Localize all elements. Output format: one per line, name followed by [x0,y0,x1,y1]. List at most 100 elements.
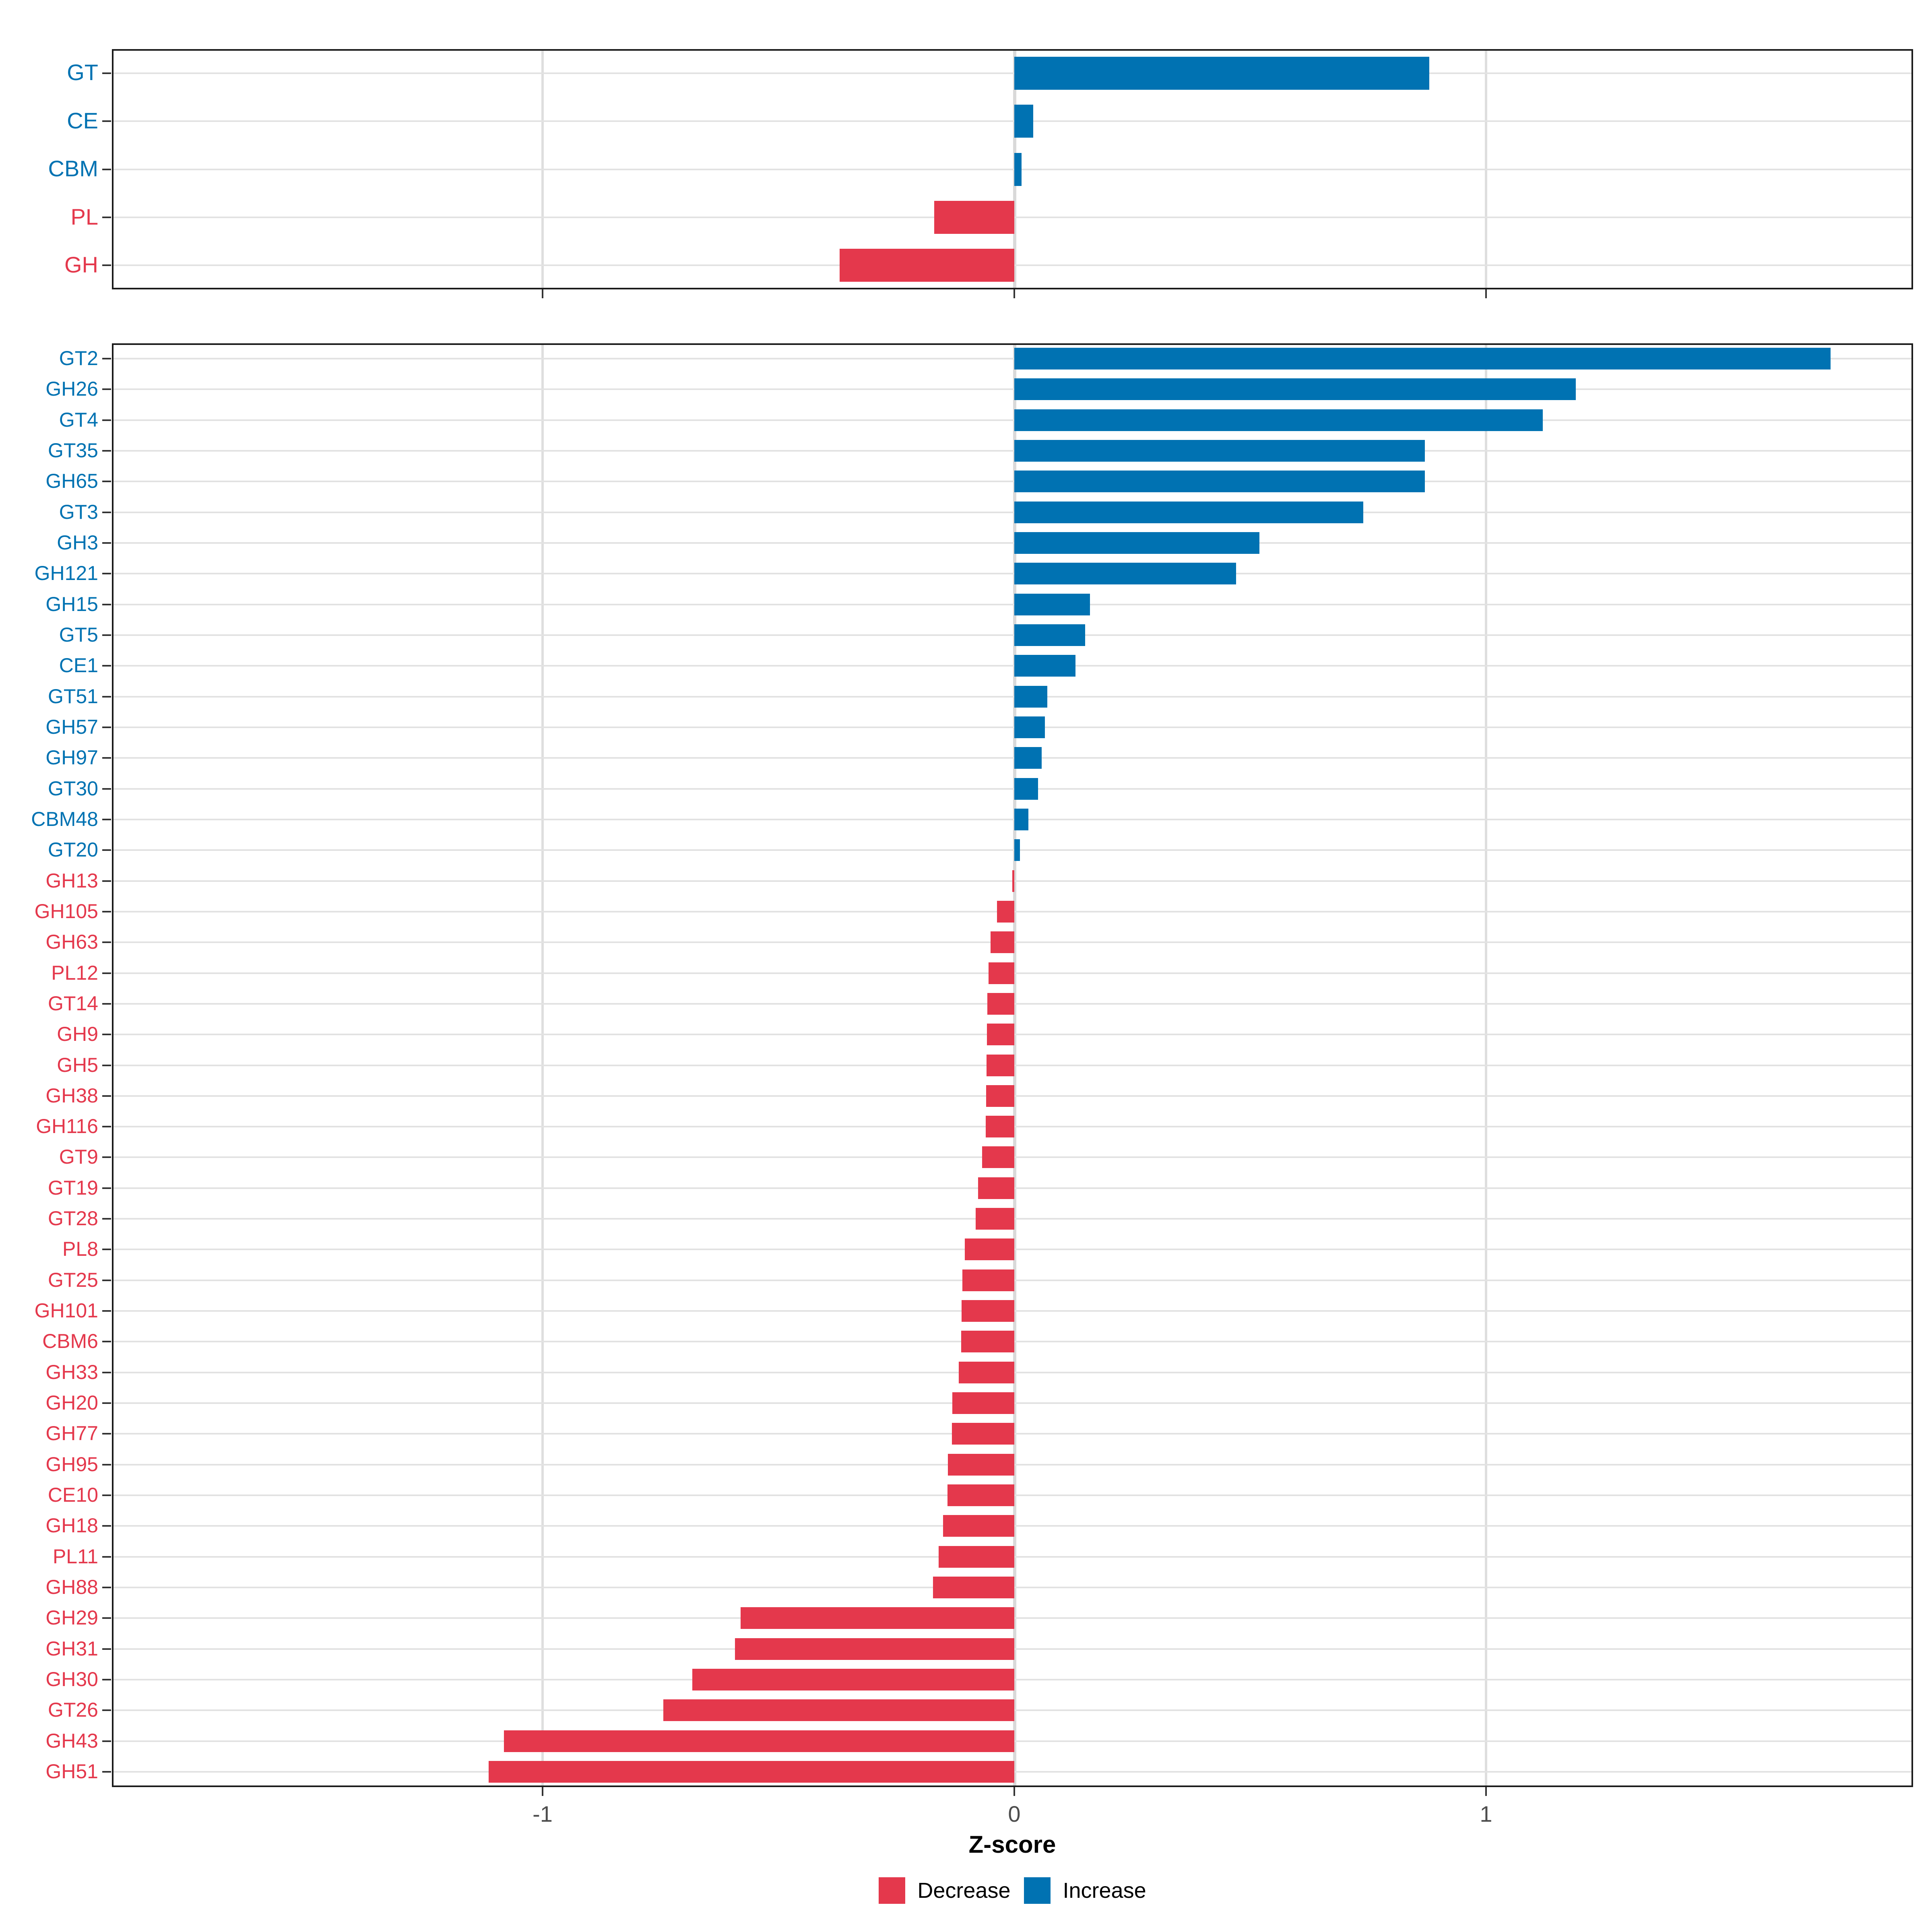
tick-left [102,1187,111,1189]
bar-GT [1014,56,1430,90]
row-label-GT30: GT30 [47,777,98,800]
bar-GH121 [1014,563,1236,585]
tick-left [102,450,111,452]
tick-left [102,1648,111,1650]
bar-GH63 [991,931,1014,954]
tick-left [102,1402,111,1404]
row-label-GT19: GT19 [47,1176,98,1199]
gridline-row [114,542,1911,544]
row-label-GH57: GH57 [45,715,98,738]
row-label-GT35: GT35 [47,439,98,462]
bar-GT5 [1014,624,1085,646]
tick-left [102,120,111,122]
row-label-GH97: GH97 [45,746,98,769]
tick-bottom-0 [1013,1787,1015,1796]
tick-left [102,1064,111,1066]
legend: Decrease Increase [112,1877,1913,1904]
row-label-GT28: GT28 [47,1207,98,1230]
row-label-GT25: GT25 [47,1268,98,1291]
tick-left [102,1740,111,1742]
row-label-GH15: GH15 [45,592,98,615]
tick-left [102,726,111,728]
gridline-row [114,120,1911,122]
tick-left [102,1156,111,1158]
tick-left [102,788,111,790]
row-label-GT2: GT2 [59,347,98,370]
bar-CE10 [947,1484,1014,1506]
tick-left [102,849,111,851]
row-label-GH65: GH65 [45,470,98,493]
row-label-GH43: GH43 [45,1729,98,1752]
row-label-GH38: GH38 [45,1084,98,1107]
row-label-GH51: GH51 [45,1760,98,1783]
bar-GH29 [741,1607,1014,1629]
row-label-CE10: CE10 [47,1483,98,1506]
gridline-row [114,757,1911,759]
gridline-row [114,665,1911,667]
x-axis-title: Z-score [968,1831,1056,1858]
tick-left [102,1003,111,1005]
bar-GH43 [504,1730,1014,1752]
bar-GH97 [1014,747,1042,769]
tick-bottom-1 [1485,1787,1487,1796]
tick-left [102,1586,111,1588]
bar-CBM48 [1014,808,1029,830]
tick-bottom-0 [1013,289,1015,298]
gridline-row [114,168,1911,170]
gridline-row [114,788,1911,790]
tick-left [102,419,111,421]
gridline-row [114,634,1911,636]
gridline-row [114,72,1911,74]
gridline-row [114,450,1911,452]
row-label-PL11: PL11 [52,1545,98,1568]
x-tick-label--1: -1 [533,1801,553,1827]
tick-left [102,1556,111,1558]
bar-GT19 [978,1177,1014,1199]
tick-left [102,168,111,170]
bar-GH65 [1014,471,1425,493]
tick-left [102,72,111,74]
tick-left [102,1279,111,1281]
row-label-GH20: GH20 [45,1391,98,1414]
tick-left [102,1218,111,1220]
bar-GH5 [986,1054,1014,1076]
tick-bottom--1 [542,289,543,298]
gridline-row [114,603,1911,605]
tick-left [102,941,111,943]
row-label-GH: GH [64,252,98,277]
bar-GT14 [987,993,1014,1015]
bar-GT20 [1014,839,1020,861]
bar-CE [1014,105,1033,138]
bar-GH13 [1012,870,1014,892]
bar-GT26 [663,1699,1014,1721]
gridline-row [114,388,1911,390]
legend-item-increase: Increase [1024,1877,1146,1904]
row-label-GT9: GT9 [59,1146,98,1168]
gridline-row [114,726,1911,728]
row-label-GH63: GH63 [45,931,98,954]
row-label-GH101: GH101 [34,1299,98,1322]
bar-GT30 [1014,778,1038,800]
bar-PL12 [988,962,1014,984]
row-label-GH88: GH88 [45,1575,98,1598]
bar-GH3 [1014,532,1260,554]
gridline-row [114,481,1911,483]
bar-PL11 [939,1546,1014,1568]
legend-label-decrease: Decrease [917,1878,1011,1903]
row-label-GT4: GT4 [59,408,98,431]
row-label-GH26: GH26 [45,378,98,400]
tick-left [102,388,111,390]
tick-left [102,1463,111,1466]
bar-GH95 [947,1453,1014,1476]
bar-CBM [1014,153,1022,186]
row-label-GH116: GH116 [36,1115,98,1138]
bar-GH51 [489,1761,1014,1783]
bar-GH116 [985,1116,1014,1138]
tick-left [102,1709,111,1711]
bar-GT51 [1014,685,1048,708]
tick-left [102,1525,111,1527]
gridline-row [114,696,1911,698]
bar-PL8 [964,1238,1014,1261]
x-tick-label-0: 0 [1008,1801,1021,1827]
row-label-GH77: GH77 [45,1422,98,1445]
